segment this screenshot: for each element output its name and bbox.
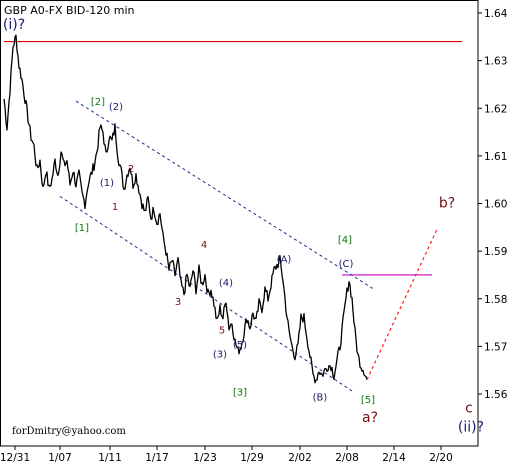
y-tick-label: 1.64 — [484, 8, 508, 20]
x-tick-label: 1/07 — [48, 452, 72, 464]
wave-label: (B) — [313, 392, 328, 403]
x-tick-label: 1/11 — [98, 452, 122, 464]
channel-line-upper — [75, 100, 375, 290]
wave-label: [5] — [361, 395, 375, 406]
x-tick-label: 1/17 — [145, 452, 169, 464]
wave-label: (ii)? — [458, 419, 484, 435]
wave-label: (4) — [219, 278, 233, 289]
wave-label: [1] — [75, 223, 89, 234]
wave-label: b? — [439, 196, 455, 212]
wave-label: (i)? — [3, 17, 25, 33]
y-tick-label: 1.58 — [484, 294, 507, 306]
x-tick-label: 1/23 — [193, 452, 217, 464]
y-tick-label: 1.62 — [484, 103, 507, 115]
wave-label: 5 — [219, 326, 225, 337]
x-tick-label: 2/14 — [382, 452, 406, 464]
price-line — [3, 34, 368, 384]
wave-label: (A) — [277, 254, 292, 265]
channel-lines — [59, 100, 375, 393]
plot-frame — [0, 0, 479, 447]
y-tick-label: 1.57 — [484, 341, 507, 353]
wave-label: 4 — [201, 240, 207, 251]
forecast-path — [366, 227, 439, 380]
wave-label: (C) — [339, 259, 354, 270]
channel-line-lower — [59, 195, 354, 393]
x-tick-label: 12/31 — [0, 452, 30, 464]
wave-label: [2] — [91, 97, 105, 108]
wave-label: c — [465, 400, 473, 416]
wave-label: (1) — [100, 178, 114, 189]
x-tick-label: 2/08 — [335, 452, 359, 464]
wave-label: 1 — [112, 202, 118, 213]
wave-label: (3) — [213, 350, 227, 361]
y-tick-label: 1.56 — [484, 389, 508, 401]
wave-label: a? — [362, 410, 378, 426]
wave-label: 2 — [128, 164, 134, 175]
wave-label: [4] — [338, 235, 352, 246]
y-tick-label: 1.60 — [484, 199, 507, 211]
y-axis: 1.56 1.57 1.58 1.59 1.60 1.61 1.62 1.63 1.64 — [478, 8, 508, 401]
wave-label: (5) — [233, 340, 247, 351]
wave-label: [3] — [233, 388, 247, 399]
x-tick-label: 2/20 — [429, 452, 453, 464]
price-series — [3, 34, 368, 384]
chart-title: GBP A0-FX BID-120 min — [4, 4, 135, 17]
y-tick-label: 1.63 — [484, 56, 507, 68]
x-axis: 12/31 1/07 1/11 1/17 1/23 1/29 2/02 2/08 2/14 2/2… — [0, 446, 453, 464]
x-tick-label: 2/02 — [288, 452, 312, 464]
forecast-line — [366, 227, 439, 380]
y-tick-label: 1.59 — [484, 246, 507, 258]
wave-label: (2) — [109, 102, 123, 113]
wave-label: 3 — [175, 297, 181, 308]
plot-border — [0, 0, 479, 447]
wave-labels: (i)? [2] (2) 2 (1) 1 [1] 4 (4) 3 5 (3) (5) [3] (A) [4] (… — [3, 17, 484, 435]
watermark: forDmitry@yahoo.com — [12, 426, 126, 437]
y-tick-label: 1.61 — [484, 151, 507, 163]
horizontal-lines — [4, 40, 462, 276]
x-tick-label: 1/29 — [240, 452, 264, 464]
